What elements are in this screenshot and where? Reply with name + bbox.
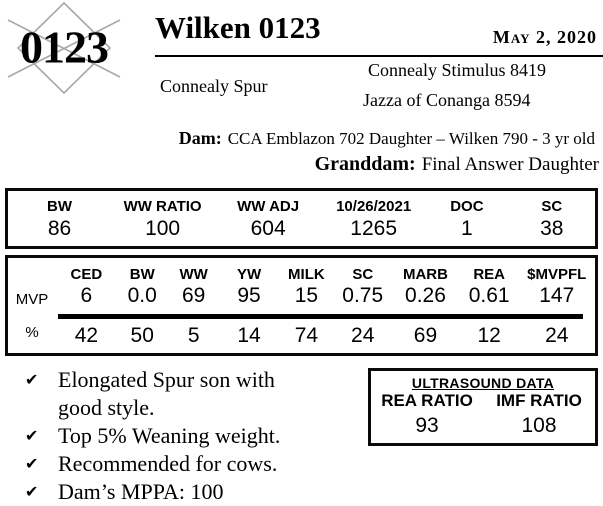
- dam-value: CCA Emblazon 702 Daughter – Wilken 790 -…: [227, 129, 595, 148]
- epd-row-label-pct: %: [25, 324, 39, 341]
- granddam-value: Final Answer Daughter: [421, 154, 599, 175]
- epd-header: $MVPFL: [527, 266, 587, 283]
- list-item: ✔ Dam’s MPPA: 100: [25, 478, 355, 506]
- epd-value: 95: [237, 284, 261, 307]
- perf-value: 1265: [350, 217, 397, 240]
- list-item: ✔ Recommended for cows.: [25, 450, 355, 478]
- perf-header: WW RATIO: [123, 198, 202, 215]
- animal-name-title: Wilken 0123: [155, 10, 321, 45]
- sire-name: Connealy Spur: [160, 76, 268, 96]
- check-icon: ✔: [25, 370, 39, 389]
- epd-value: 15: [294, 284, 319, 307]
- epd-table: CED BW WW YW MILK SC MARB REA $MVPFL MVP…: [5, 255, 598, 356]
- epd-row-label-mvp: MVP: [15, 291, 49, 308]
- perf-header: BW: [47, 198, 73, 215]
- ultrasound-value: 93: [415, 414, 439, 437]
- epd-header: YW: [236, 266, 262, 283]
- ultrasound-header: IMF RATIO: [496, 391, 582, 410]
- title-rule: [155, 55, 603, 57]
- performance-table: BW WW RATIO WW ADJ 10/26/2021 DOC SC 86 …: [5, 188, 598, 249]
- epd-value: 0.0: [127, 284, 157, 307]
- ultrasound-header: REA RATIO: [381, 391, 473, 410]
- epd-header: WW: [179, 266, 208, 283]
- perf-value: 38: [540, 217, 564, 240]
- epd-header: REA: [473, 266, 505, 283]
- granddam-line: Granddam: Final Answer Daughter: [315, 153, 599, 176]
- note-text: Dam’s MPPA: 100: [58, 479, 224, 504]
- check-icon: ✔: [25, 454, 39, 473]
- epd-header: CED: [70, 266, 103, 283]
- epd-value: 6: [80, 284, 93, 307]
- note-text: Top 5% Weaning weight.: [58, 423, 281, 448]
- perf-value: 86: [47, 217, 72, 240]
- perf-value: 100: [145, 217, 181, 240]
- perf-header: DOC: [450, 198, 484, 215]
- epd-value: 50: [130, 324, 154, 347]
- epd-value: 69: [413, 324, 438, 347]
- sale-date: May 2, 2020: [492, 27, 597, 47]
- note-text: Elongated Spur son with good style.: [58, 367, 275, 420]
- epd-value: 24: [351, 324, 375, 347]
- epd-value: 42: [74, 324, 99, 347]
- epd-header: MILK: [288, 266, 325, 283]
- epd-value: 5: [187, 324, 200, 347]
- epd-value: 0.26: [405, 284, 446, 307]
- epd-value: 14: [237, 324, 261, 347]
- perf-value: 604: [250, 217, 286, 240]
- dam-line: Dam: CCA Emblazon 702 Daughter – Wilken 7…: [179, 128, 595, 149]
- epd-value: 74: [294, 324, 319, 347]
- epd-value: 0.75: [342, 284, 384, 307]
- perf-header: 10/26/2021: [336, 198, 412, 215]
- epd-value: 69: [182, 284, 206, 307]
- perf-header: SC: [541, 198, 563, 215]
- epd-value: 0.61: [468, 284, 510, 307]
- perf-value: 1: [461, 217, 473, 240]
- perf-header: WW ADJ: [237, 198, 300, 215]
- epd-value: 147: [539, 284, 575, 307]
- note-text: Recommended for cows.: [58, 451, 278, 476]
- epd-corner: [8, 258, 56, 284]
- list-item: ✔ Top 5% Weaning weight.: [25, 422, 355, 450]
- dam-label: Dam:: [178, 128, 222, 148]
- lot-tag: 0123: [4, 0, 124, 98]
- granddam-label: Granddam:: [314, 153, 416, 175]
- epd-header: BW: [129, 266, 155, 283]
- check-icon: ✔: [25, 482, 39, 501]
- epd-header: SC: [352, 266, 374, 283]
- epd-divider-rule: [58, 314, 583, 319]
- lot-number: 0123: [20, 21, 109, 73]
- ultrasound-value: 108: [521, 414, 557, 437]
- ultrasound-box: ULTRASOUND DATA REA RATIO IMF RATIO 93 1…: [368, 368, 598, 446]
- tag-diamond-icon: [7, 1, 121, 95]
- notes-list: ✔ Elongated Spur son with good style. ✔ …: [25, 366, 355, 506]
- epd-value: 12: [477, 324, 501, 347]
- sire-dam-name: Jazza of Conanga 8594: [363, 90, 531, 110]
- epd-header: MARB: [402, 266, 448, 283]
- check-icon: ✔: [25, 426, 39, 445]
- list-item: ✔ Elongated Spur son with good style.: [25, 366, 355, 422]
- sire-sire-name: Connealy Stimulus 8419: [368, 60, 547, 80]
- ultrasound-title: ULTRASOUND DATA: [411, 375, 555, 391]
- epd-value: 24: [545, 324, 569, 347]
